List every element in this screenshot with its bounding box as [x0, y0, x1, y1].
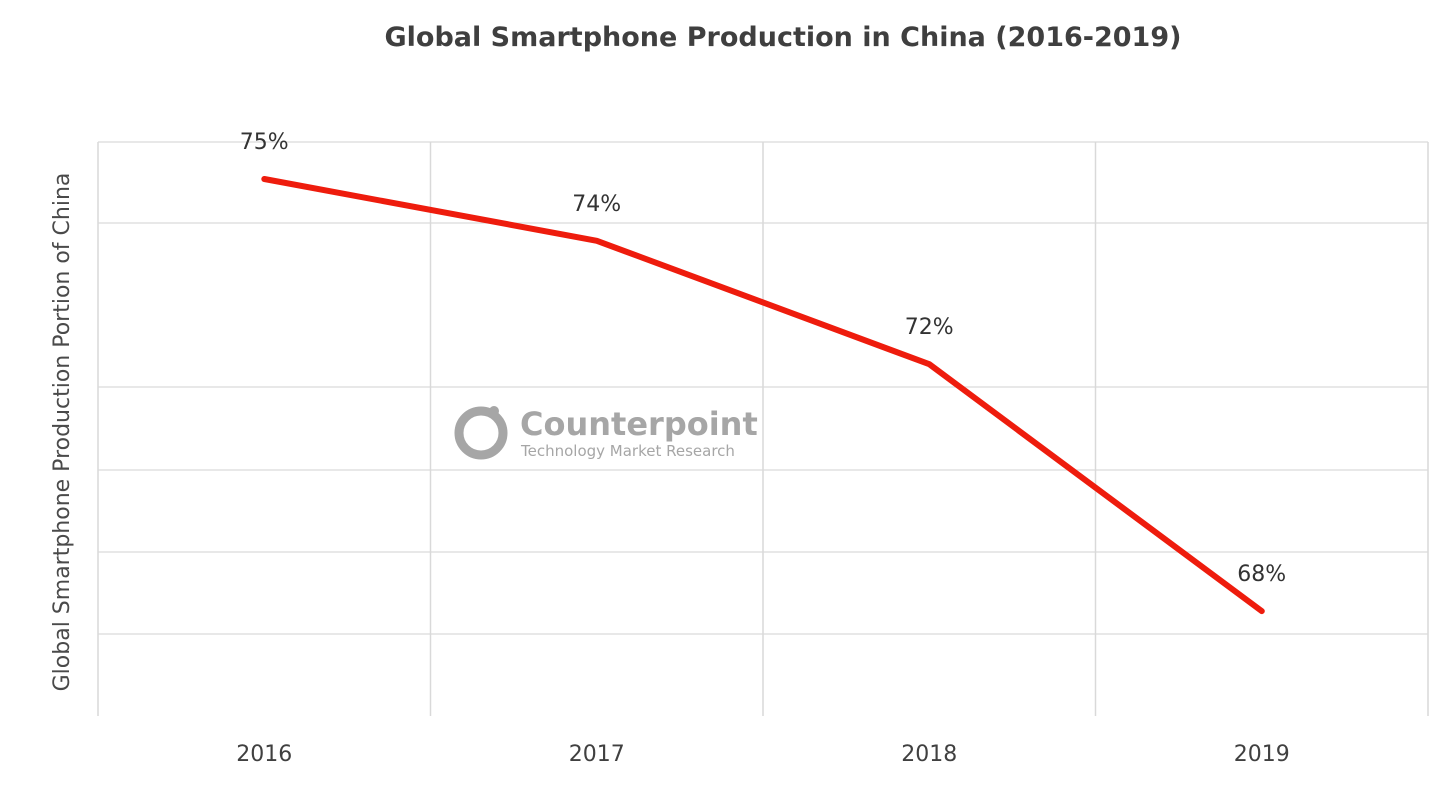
x-tick-label: 2019	[1234, 742, 1290, 767]
watermark-brand-name: Counterpoint	[520, 405, 758, 443]
counterpoint-logo-icon	[454, 406, 508, 460]
watermark-tagline: Technology Market Research	[520, 442, 735, 460]
y-axis-label: Global Smartphone Production Portion of …	[50, 173, 75, 692]
counterpoint-watermark: Counterpoint Technology Market Research	[454, 405, 758, 460]
data-label: 68%	[1237, 562, 1286, 587]
series-line	[261, 176, 1265, 615]
x-tick-label: 2017	[569, 742, 625, 767]
data-labels: 75% 74% 72% 68%	[240, 130, 1286, 587]
x-tick-label: 2016	[236, 742, 292, 767]
x-axis-tick-labels: 2016 2017 2018 2019	[236, 742, 1290, 767]
chart-title: Global Smartphone Production in China (2…	[385, 22, 1182, 53]
data-label: 74%	[572, 192, 621, 217]
vertical-gridlines	[97, 142, 1429, 716]
data-label: 72%	[905, 315, 954, 340]
data-label: 75%	[240, 130, 289, 155]
x-tick-label: 2018	[901, 742, 957, 767]
